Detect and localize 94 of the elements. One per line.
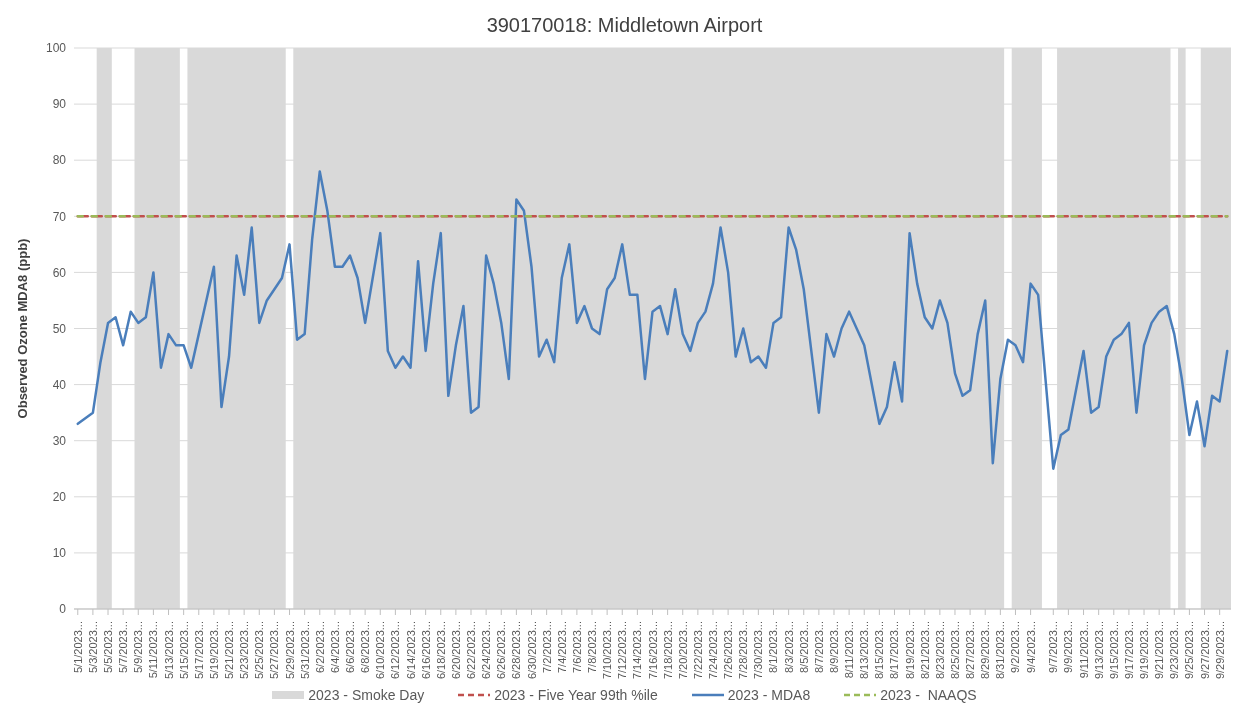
- x-tick-label: 9/21/2023...: [1153, 621, 1166, 680]
- x-tick-label: 9/7/2023...: [1047, 621, 1060, 673]
- x-tick-label: 5/19/2023...: [207, 621, 220, 680]
- x-tick-label: 6/28/2023...: [510, 621, 523, 680]
- x-tick-label: 5/15/2023...: [177, 621, 190, 680]
- legend-label: 2023 - NAAQS: [880, 687, 977, 703]
- x-tick-label: 6/2/2023...: [313, 621, 326, 673]
- x-tick-label: 5/21/2023...: [223, 621, 236, 680]
- y-tick-label: 60: [52, 265, 67, 280]
- x-tick-label: 5/9/2023...: [132, 621, 145, 673]
- x-tick-label: 5/29/2023...: [283, 621, 296, 680]
- x-tick-label: 8/23/2023...: [933, 621, 946, 680]
- x-tick-label: 6/10/2023...: [374, 621, 387, 680]
- y-axis-title: Observed Ozone MDA8 (ppb): [14, 238, 30, 419]
- x-tick-label: 7/16/2023...: [646, 621, 659, 680]
- x-tick-label: 8/15/2023...: [873, 621, 886, 680]
- x-tick-label: 6/24/2023...: [480, 621, 493, 680]
- x-tick-label: 7/24/2023...: [707, 621, 719, 680]
- x-tick-label: 7/14/2023...: [631, 621, 644, 680]
- y-tick-label: 10: [52, 546, 67, 561]
- x-tick-label: 9/11/2023...: [1077, 621, 1090, 679]
- x-tick-label: 9/15/2023...: [1107, 621, 1120, 680]
- x-tick-label: 8/3/2023...: [782, 621, 795, 673]
- x-tick-label: 7/2/2023...: [540, 621, 553, 673]
- x-tick-label: 7/18/2023...: [661, 621, 674, 680]
- y-tick-label: 90: [52, 97, 67, 112]
- x-tick-label: 8/31/2023...: [994, 621, 1007, 680]
- line-series: [76, 170, 1229, 470]
- x-tick-label: 8/25/2023...: [948, 621, 961, 680]
- legend-label: 2023 - MDA8: [727, 687, 811, 703]
- x-tick-label: 9/9/2023...: [1062, 621, 1075, 673]
- x-tick-label: 9/13/2023...: [1092, 621, 1105, 680]
- x-tick-label: 7/28/2023...: [737, 621, 750, 680]
- x-tick-label: 5/13/2023...: [162, 621, 175, 680]
- x-tick-label: 8/7/2023...: [812, 621, 825, 673]
- x-tick-label: 9/17/2023...: [1122, 621, 1135, 680]
- x-tick-label: 7/20/2023...: [676, 621, 689, 680]
- x-tick-label: 8/13/2023...: [858, 621, 871, 680]
- y-tick-label: 80: [52, 153, 67, 168]
- x-tick-label: 7/30/2023...: [752, 621, 765, 680]
- x-tick-label: 7/26/2023...: [722, 621, 735, 680]
- x-tick-label: 6/8/2023...: [359, 621, 372, 673]
- legend-label: 2023 - Five Year 99th %ile: [494, 687, 658, 703]
- y-tick-label: 100: [45, 41, 67, 56]
- y-tick-label: 30: [52, 433, 67, 448]
- x-tick-label: 7/4/2023...: [555, 621, 568, 673]
- x-tick-label: 5/27/2023...: [268, 621, 281, 680]
- x-tick-label: 9/2/2023...: [1009, 621, 1022, 673]
- x-tick-label: 6/16/2023...: [419, 621, 432, 680]
- x-tick-label: 9/19/2023...: [1138, 621, 1151, 680]
- x-tick-label: 7/12/2023...: [616, 621, 629, 680]
- legend-label: 2023 - Smoke Day: [308, 687, 425, 703]
- x-tick-label: 6/30/2023...: [525, 621, 538, 680]
- x-tick-label: 7/8/2023...: [586, 621, 598, 673]
- x-tick-label: 9/25/2023...: [1183, 621, 1196, 680]
- x-tick-label: 8/17/2023...: [888, 621, 901, 680]
- x-tick-label: 5/5/2023...: [102, 621, 115, 673]
- x-tick-label: 5/7/2023...: [117, 621, 130, 673]
- x-tick-label: 8/21/2023...: [918, 621, 931, 680]
- x-tick-label: 6/18/2023...: [434, 621, 447, 680]
- x-tick-label: 7/10/2023...: [601, 621, 614, 680]
- x-tick-label: 8/29/2023...: [979, 621, 992, 680]
- x-tick-label: 8/5/2023...: [797, 621, 810, 673]
- x-tick-label: 5/3/2023...: [86, 621, 99, 673]
- y-tick-label: 0: [59, 602, 67, 617]
- x-tick-label: 6/22/2023...: [465, 621, 478, 680]
- x-tick-label: 8/1/2023...: [767, 621, 780, 673]
- x-tick-label: 5/11/2023...: [147, 621, 160, 679]
- x-tick-label: 6/26/2023...: [495, 621, 508, 680]
- x-tick-label: 8/11/2023...: [843, 621, 856, 679]
- x-tick-label: 9/4/2023...: [1024, 621, 1037, 673]
- y-tick-label: 40: [52, 377, 67, 392]
- y-tick-label: 20: [52, 490, 67, 505]
- x-tick-label: 6/4/2023...: [328, 621, 341, 673]
- x-tick-label: 7/22/2023...: [691, 621, 704, 680]
- y-tick-label: 70: [52, 209, 67, 224]
- x-tick-label: 6/14/2023...: [404, 621, 417, 680]
- x-tick-label: 5/31/2023...: [298, 621, 311, 680]
- x-tick-label: 9/27/2023...: [1198, 621, 1211, 680]
- x-tick-label: 7/6/2023...: [570, 621, 583, 673]
- x-tick-label: 6/6/2023...: [344, 621, 357, 673]
- x-tick-label: 5/25/2023...: [253, 621, 266, 680]
- x-tick-label: 5/17/2023...: [192, 621, 205, 680]
- x-tick-label: 5/23/2023...: [238, 621, 251, 680]
- x-tick-label: 9/29/2023...: [1213, 621, 1226, 680]
- x-tick-label: 6/12/2023...: [389, 621, 402, 680]
- y-tick-label: 50: [52, 321, 67, 336]
- x-tick-label: 9/23/2023...: [1168, 621, 1181, 680]
- x-tick-label: 8/9/2023...: [827, 621, 840, 673]
- x-tick-label: 6/20/2023...: [449, 621, 462, 680]
- x-tick-label: 8/27/2023...: [964, 621, 977, 680]
- chart-title: 390170018: Middletown Airport: [485, 13, 764, 38]
- x-tick-label: 5/1/2023...: [71, 621, 84, 673]
- x-tick-label: 8/19/2023...: [903, 621, 916, 680]
